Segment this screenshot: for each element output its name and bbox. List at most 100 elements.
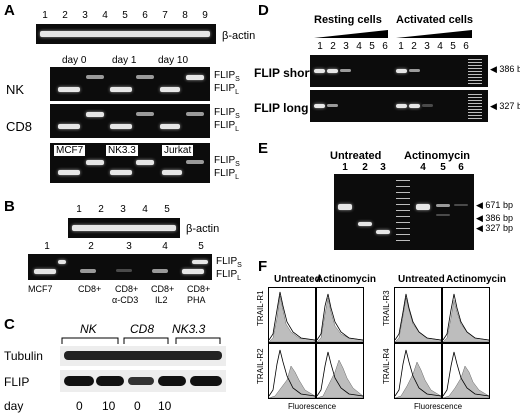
lane-number: 1 [398, 41, 404, 52]
lane-number: 3 [120, 204, 126, 215]
gel-band [58, 170, 80, 175]
day-value: 0 [76, 399, 83, 413]
actinomycin-label: Actinomycin [446, 274, 507, 285]
panel-d-letter: D [258, 2, 269, 19]
gel-band [416, 204, 430, 210]
histogram [394, 287, 442, 343]
cell-line-label: Jurkat [162, 145, 194, 156]
histogram [316, 343, 364, 399]
flips-label: FLIPS [214, 155, 240, 168]
group-label-nk: NK [80, 322, 97, 336]
actin-label: β-actin [222, 30, 256, 42]
flips-label: FLIPS [214, 107, 240, 120]
gel-band [58, 260, 66, 264]
gel-band [162, 170, 182, 175]
actin-label: β-actin [186, 223, 220, 235]
blot-band [190, 376, 222, 386]
gel-band [186, 160, 204, 164]
histogram [442, 287, 490, 343]
gel-band [186, 112, 204, 116]
flipl-label: FLIPL [214, 120, 240, 133]
lane-number: 6 [458, 162, 464, 173]
receptor-label: TRAIL-R2 [256, 348, 265, 384]
group-label-nk33: NK3.3 [172, 322, 206, 336]
row-label-nk: NK [6, 82, 25, 97]
panel-a-cd8-gel [50, 104, 210, 138]
lane-number: 6 [382, 41, 388, 52]
condition-label: CD8+ [78, 284, 102, 294]
gel-band [86, 112, 104, 117]
actinomycin-label: Actinomycin [404, 150, 471, 162]
lane-number: 6 [142, 10, 148, 21]
lane-number: 8 [182, 10, 188, 21]
gel-band [86, 160, 104, 165]
gel-band [454, 204, 468, 206]
gel-band [110, 170, 132, 175]
resting-cells-label: Resting cells [314, 14, 382, 26]
untreated-label: Untreated [274, 274, 321, 285]
dna-ladder [468, 57, 482, 85]
panel-a-actin-gel [36, 24, 216, 44]
gel-band [136, 160, 154, 165]
blot-band [128, 377, 154, 385]
untreated-label: Untreated [330, 150, 382, 162]
gel-band [338, 204, 352, 210]
lane-number: 1 [317, 41, 323, 52]
panel-a-nk-gel [50, 67, 210, 101]
gel-band [186, 75, 204, 80]
flip-short-gel [310, 55, 488, 87]
gel-band [86, 75, 104, 79]
gradient-wedges [314, 30, 472, 38]
lane-number: 4 [142, 204, 148, 215]
gel-band [314, 69, 325, 73]
gel-band [314, 104, 325, 108]
histogram [394, 343, 442, 399]
receptor-label: TRAIL-R1 [256, 290, 265, 326]
actinomycin-label: Actinomycin [316, 274, 377, 285]
gel-band [340, 69, 351, 72]
blot-band [96, 376, 124, 386]
gel-band [34, 269, 56, 274]
panel-b-actin-gel [68, 218, 180, 238]
gel-band [136, 112, 154, 116]
day-value: 10 [102, 399, 116, 413]
gel-band [327, 104, 338, 107]
histogram [316, 287, 364, 343]
gel-band [72, 225, 176, 231]
condition-label: PHA [187, 295, 206, 305]
lane-number: 5 [122, 10, 128, 21]
receptor-label: TRAIL-R4 [382, 348, 391, 384]
bp-marker: ◀ 327 bp [490, 101, 520, 111]
condition-label: α-CD3 [112, 295, 139, 305]
lane-number: 1 [44, 241, 50, 252]
flip-label: FLIP [4, 375, 30, 389]
panel-c-letter: C [4, 316, 15, 333]
row-label-cd8: CD8 [6, 119, 33, 134]
lane-number: 6 [463, 41, 469, 52]
lane-number: 5 [164, 204, 170, 215]
histogram [268, 343, 316, 399]
gel-band [182, 269, 204, 274]
lane-number: 4 [420, 162, 426, 173]
condition-label: CD8+ [151, 284, 175, 294]
blot-band [64, 351, 222, 360]
panel-b-flip-gel [28, 254, 212, 280]
day-value: 0 [134, 399, 141, 413]
flips-label: FLIPS [214, 70, 240, 83]
gel-band [80, 269, 96, 273]
lane-number: 2 [330, 41, 336, 52]
lane-number: 2 [62, 10, 68, 21]
lane-number: 1 [42, 10, 48, 21]
lane-number: 2 [362, 162, 368, 173]
bp-marker: ◀ 386 bp [476, 213, 513, 223]
histogram [442, 343, 490, 399]
gel-band [160, 87, 180, 92]
flip-long-gel [310, 90, 488, 122]
cell-line-label: MCF7 [54, 145, 86, 156]
bp-marker: ◀ 327 bp [476, 223, 513, 233]
lane-number: 3 [126, 241, 132, 252]
day-axis-label: day [4, 399, 24, 413]
x-axis-label: Fluorescence [288, 402, 337, 411]
gel-band [358, 222, 372, 226]
flipl-label: FLIPL [214, 83, 240, 96]
